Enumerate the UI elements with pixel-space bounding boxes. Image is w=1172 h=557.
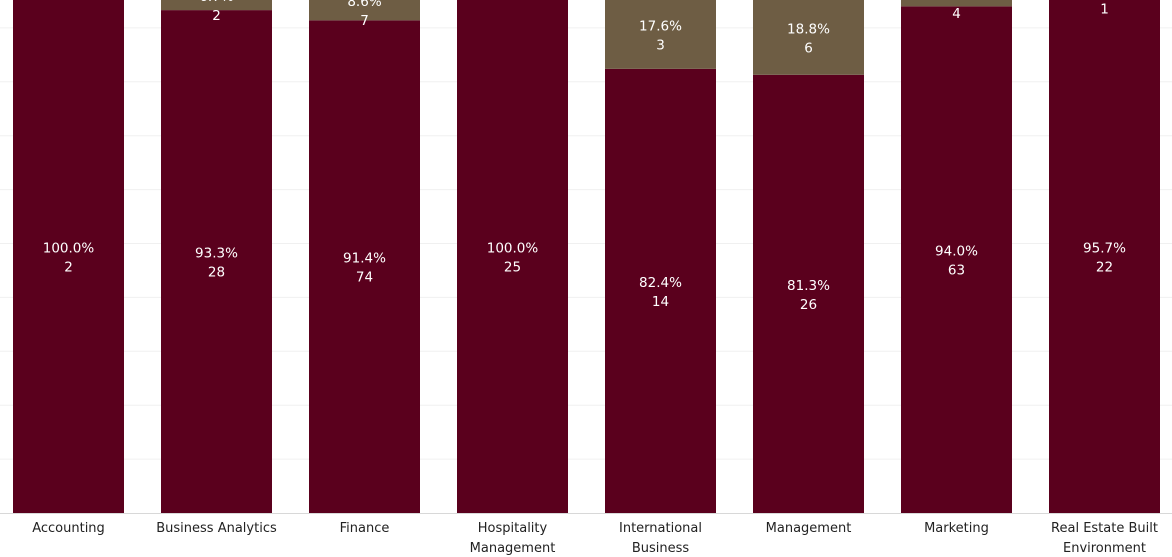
bar-segment-0-4 (605, 68, 716, 513)
data-labels: 100.0% 2 93.3% 28 6.7% 2 91.4% 74 8.6% 7 100.0% 25 8… (43, 0, 1126, 313)
count-label-0-5: 26 (800, 297, 817, 313)
category-label-6: Marketing (924, 521, 989, 536)
percent-label-0-6: 94.0% (935, 244, 978, 260)
percent-label-0-1: 93.3% (195, 246, 238, 262)
bars (13, 0, 1160, 514)
count-label-1-7: 1 (1100, 2, 1109, 18)
percent-label-1-5: 18.8% (787, 21, 830, 37)
count-label-0-6: 63 (948, 263, 965, 279)
category-label-3: Hospitality Management (470, 521, 556, 556)
percent-label-1-6: 6.0% (939, 0, 973, 3)
category-label-4: International Business (619, 521, 702, 556)
count-label-1-6: 4 (952, 6, 961, 22)
bar-segment-1-5 (753, 0, 864, 75)
percent-label-1-1: 6.7% (199, 0, 233, 5)
percent-label-0-3: 100.0% (487, 241, 539, 257)
bar-segment-0-1 (161, 10, 272, 513)
category-label-2: Finance (340, 521, 390, 536)
count-label-0-0: 2 (64, 260, 73, 276)
count-label-0-1: 28 (208, 265, 225, 281)
percent-label-0-2: 91.4% (343, 251, 386, 267)
count-label-1-2: 7 (360, 13, 369, 29)
count-label-0-2: 74 (356, 270, 373, 286)
bar-segment-1-2 (309, 0, 420, 21)
bar-segment-0-6 (901, 6, 1012, 514)
category-label-5: Management (766, 521, 852, 536)
percent-label-1-2: 8.6% (347, 0, 381, 10)
bar-segment-0-3 (457, 0, 568, 513)
count-label-0-4: 14 (652, 294, 669, 310)
count-label-0-3: 25 (504, 260, 521, 276)
bar-segment-1-4 (605, 0, 716, 69)
bar-segment-0-7 (1049, 0, 1160, 513)
bar-segment-0-0 (13, 0, 124, 513)
bar-segment-1-6 (901, 0, 1012, 7)
bar-segment-0-5 (753, 74, 864, 513)
category-label-0: Accounting (32, 521, 105, 536)
bar-segment-0-2 (309, 20, 420, 513)
bar-segment-1-1 (161, 0, 272, 11)
percent-label-0-5: 81.3% (787, 278, 830, 294)
count-label-1-1: 2 (212, 8, 221, 24)
count-label-0-7: 22 (1096, 260, 1113, 276)
count-label-1-5: 6 (804, 40, 813, 56)
percent-label-0-4: 82.4% (639, 275, 682, 291)
count-label-1-4: 3 (656, 37, 665, 53)
category-label-1: Business Analytics (156, 521, 277, 536)
percent-label-0-0: 100.0% (43, 241, 95, 257)
category-label-7: Real Estate Built Environment (1051, 521, 1158, 556)
category-axis: Accounting Business Analytics Finance Hospi… (32, 521, 1158, 556)
percent-label-0-7: 95.7% (1083, 241, 1126, 257)
percent-label-1-4: 17.6% (639, 18, 682, 34)
